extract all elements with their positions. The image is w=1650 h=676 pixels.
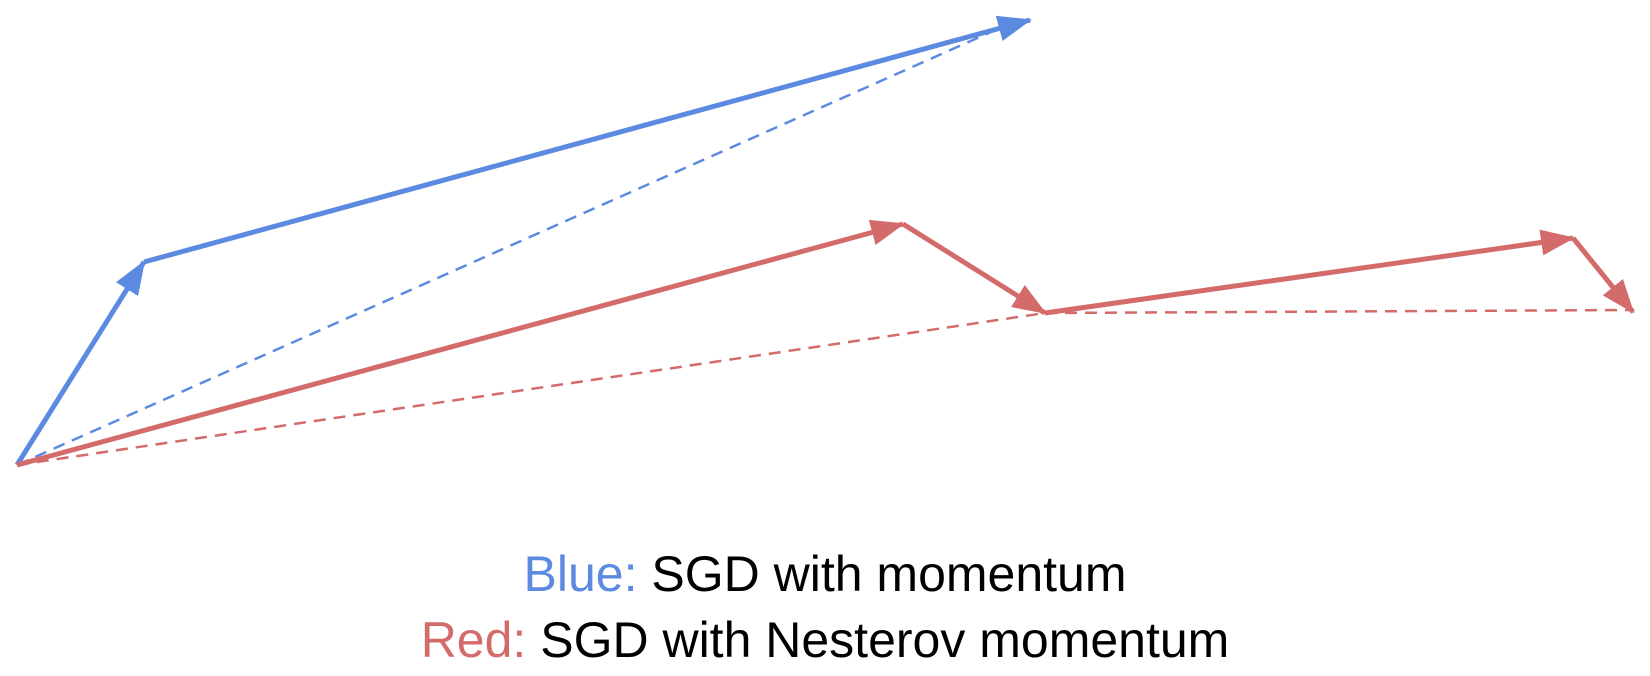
blue-gradient-step-arrow bbox=[14, 260, 147, 467]
red-gradient-step-1-arrow bbox=[901, 221, 1047, 316]
red-gradient-step-2-arrow bbox=[1571, 236, 1635, 314]
red-resultant-dashed-line-2 bbox=[1044, 308, 1634, 315]
blue-resultant-dashed-line bbox=[16, 26, 1001, 467]
legend-red-text: SGD with Nesterov momentum bbox=[540, 612, 1230, 668]
red-momentum-step-2-arrow bbox=[1044, 229, 1575, 316]
legend-blue-entry: Blue: SGD with momentum bbox=[0, 546, 1650, 602]
red-resultant-dashed-line-1 bbox=[16, 311, 1046, 467]
legend-blue-text: SGD with momentum bbox=[651, 546, 1127, 602]
legend-blue-key: Blue: bbox=[523, 546, 638, 602]
legend-red-key: Red: bbox=[420, 612, 527, 668]
legend-red-entry: Red: SGD with Nesterov momentum bbox=[0, 612, 1650, 668]
red-momentum-step-1-arrow bbox=[16, 219, 905, 468]
blue-momentum-step-arrow bbox=[143, 15, 1032, 265]
